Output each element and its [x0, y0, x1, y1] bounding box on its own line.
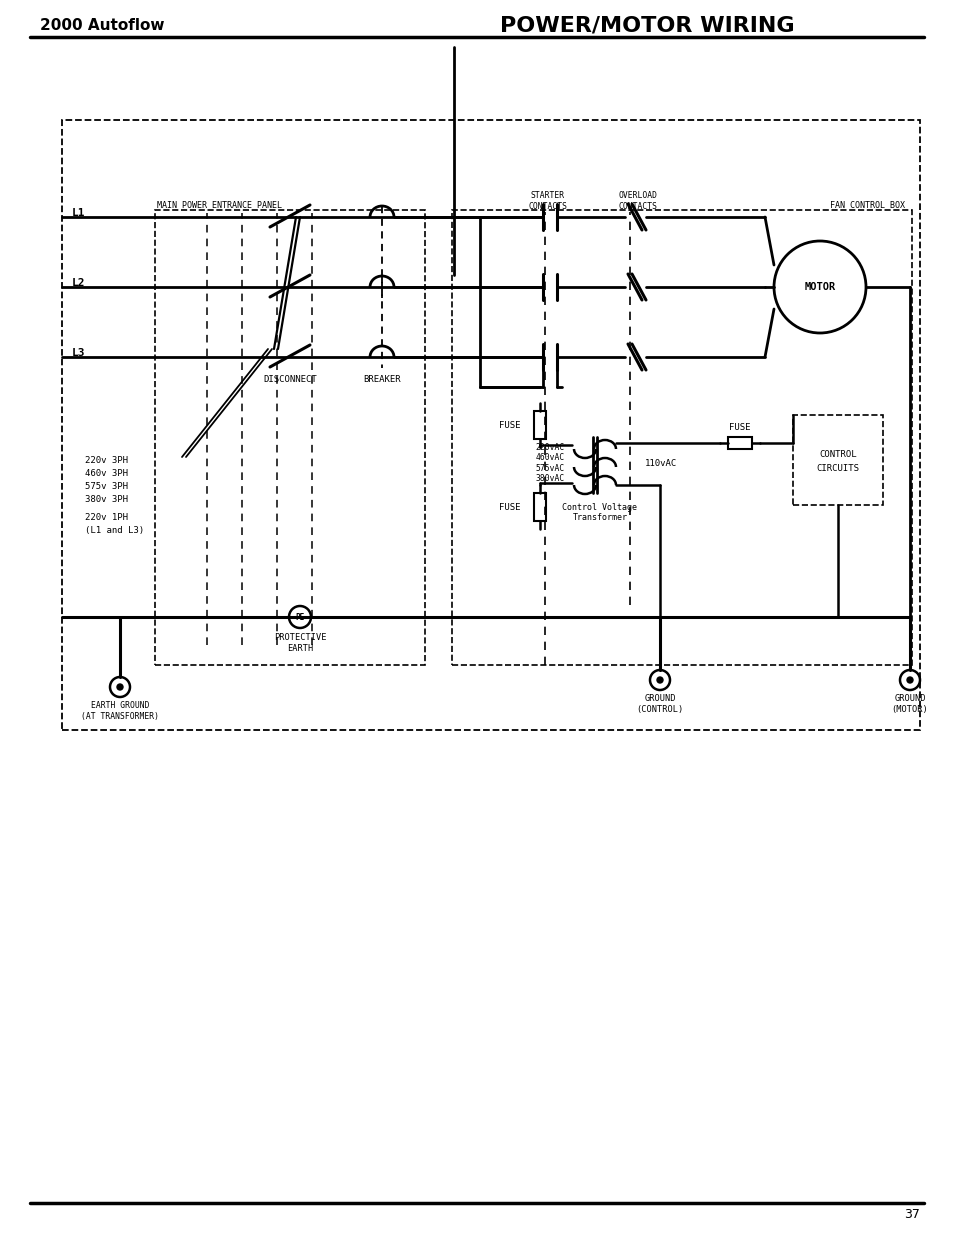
Circle shape [906, 677, 912, 683]
Text: 460v 3PH: 460v 3PH [85, 468, 128, 478]
Text: L2: L2 [71, 278, 86, 288]
Bar [534, 411, 545, 438]
Bar [452, 210, 911, 664]
Text: (CONTROL): (CONTROL) [636, 704, 683, 714]
Text: 575v 3PH: 575v 3PH [85, 482, 128, 490]
Text: 110vAC: 110vAC [644, 458, 677, 468]
Text: PROTECTIVE: PROTECTIVE [274, 632, 326, 641]
Text: Control Voltage: Control Voltage [562, 503, 637, 511]
Text: OVERLOAD
CONTACTS: OVERLOAD CONTACTS [618, 191, 657, 211]
Bar [62, 120, 919, 730]
Text: GROUND: GROUND [893, 694, 924, 703]
Text: PE: PE [295, 613, 304, 621]
Text: FUSE: FUSE [498, 503, 520, 511]
Text: MOTOR: MOTOR [803, 282, 835, 291]
Bar [792, 415, 882, 505]
Text: L1: L1 [71, 207, 86, 219]
Text: FAN CONTROL BOX: FAN CONTROL BOX [829, 200, 904, 210]
Text: 2000 Autoflow: 2000 Autoflow [40, 17, 164, 32]
Text: STARTER
CONTACTS: STARTER CONTACTS [528, 191, 567, 211]
Text: FUSE: FUSE [498, 420, 520, 430]
Bar [534, 493, 545, 521]
Text: (AT TRANSFORMER): (AT TRANSFORMER) [81, 711, 159, 720]
Text: CIRCUITS: CIRCUITS [816, 463, 859, 473]
Text: Transformer: Transformer [572, 513, 627, 521]
Text: 37: 37 [903, 1209, 919, 1221]
Text: BREAKER: BREAKER [363, 374, 400, 384]
Text: CONTROL: CONTROL [819, 450, 856, 458]
Text: 220vAC
460vAC
575vAC
380vAC: 220vAC 460vAC 575vAC 380vAC [535, 443, 564, 483]
Bar [727, 437, 751, 450]
Text: EARTH GROUND: EARTH GROUND [91, 700, 149, 709]
Text: (MOTOR): (MOTOR) [891, 704, 927, 714]
Text: POWER/MOTOR WIRING: POWER/MOTOR WIRING [499, 15, 794, 35]
Bar [154, 210, 424, 664]
Text: (L1 and L3): (L1 and L3) [85, 526, 144, 535]
Text: 220v 1PH: 220v 1PH [85, 513, 128, 521]
Text: 220v 3PH: 220v 3PH [85, 456, 128, 464]
Text: 380v 3PH: 380v 3PH [85, 494, 128, 504]
Text: MAIN POWER ENTRANCE PANEL: MAIN POWER ENTRANCE PANEL [157, 200, 282, 210]
Text: DISCONNECT: DISCONNECT [263, 374, 316, 384]
Text: FUSE: FUSE [728, 422, 750, 431]
Circle shape [117, 684, 123, 690]
Text: GROUND: GROUND [643, 694, 675, 703]
Text: EARTH: EARTH [287, 643, 313, 652]
Circle shape [657, 677, 662, 683]
Text: L3: L3 [71, 348, 86, 358]
